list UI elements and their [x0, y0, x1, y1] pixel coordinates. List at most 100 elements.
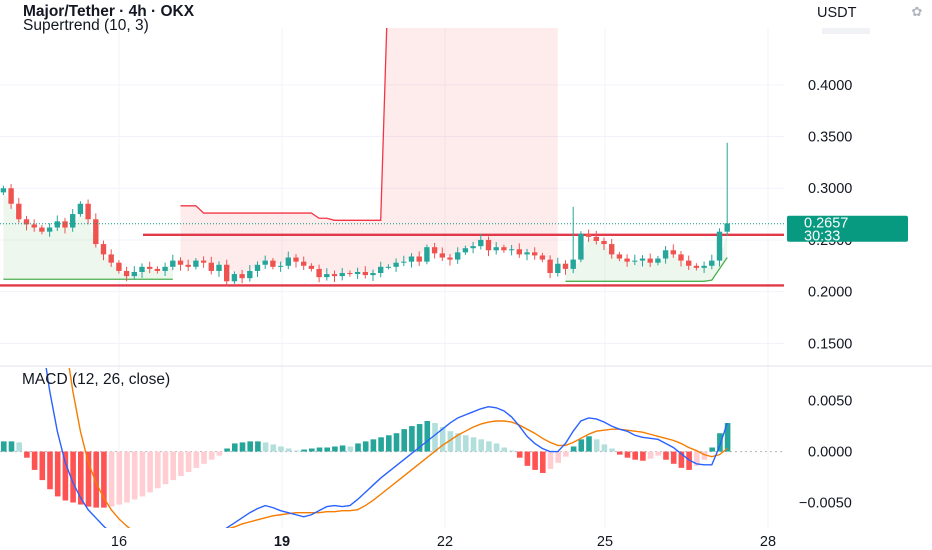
candle	[532, 247, 538, 260]
candle	[493, 242, 499, 255]
macd-histogram-bar	[486, 441, 492, 452]
candle-body	[616, 254, 623, 259]
macd-label[interactable]: MACD (12, 26, close)	[22, 371, 170, 388]
currency-label[interactable]: USDT	[817, 5, 857, 21]
candle-body	[493, 247, 499, 251]
macd-histogram-bar	[139, 451, 146, 497]
candle	[678, 251, 684, 267]
price-tick-label: 0.3000	[808, 181, 852, 197]
candle-body	[439, 253, 445, 258]
macd-histogram-bar	[578, 439, 585, 452]
macd-histogram-bar	[617, 451, 623, 455]
candle	[639, 255, 646, 267]
candle-body	[624, 258, 630, 262]
macd-histogram-bar	[532, 451, 538, 470]
candle-body	[716, 231, 723, 261]
candle	[39, 224, 45, 235]
macd-histogram-bar	[178, 451, 184, 477]
candle	[347, 270, 353, 277]
candle-body	[532, 252, 538, 256]
price-tick-label: 0.3500	[808, 130, 852, 146]
macd-histogram-bar	[255, 441, 261, 452]
candle	[585, 229, 592, 242]
candle	[601, 237, 607, 250]
candle-body	[601, 240, 607, 245]
macd-histogram-bar	[516, 451, 523, 458]
candle	[0, 185, 7, 195]
candle	[724, 142, 730, 236]
candle-body	[686, 260, 692, 266]
candle	[77, 201, 84, 217]
candles[interactable]	[0, 142, 730, 286]
macd-histogram-bar	[116, 451, 123, 505]
macd-histogram-bar	[47, 451, 53, 490]
candle-body	[262, 260, 268, 265]
candle	[154, 266, 161, 274]
candle	[177, 257, 184, 271]
candle	[670, 244, 676, 258]
time-axis[interactable]: 16 19 22 25 28	[111, 534, 776, 550]
candle-body	[31, 224, 37, 228]
candle	[324, 268, 330, 281]
candle	[301, 256, 307, 271]
candle-body	[354, 271, 361, 275]
macd-histogram-bar	[54, 451, 61, 497]
candle	[339, 267, 345, 281]
macd-lines	[45, 368, 728, 528]
candle	[46, 223, 53, 237]
candle-body	[316, 268, 322, 278]
candle-body	[385, 266, 392, 268]
supertrend-line	[180, 28, 388, 221]
macd-histogram	[1, 420, 731, 508]
macd-histogram-bar	[62, 451, 69, 501]
candle	[547, 255, 553, 279]
settings-gear-icon[interactable]: ✿	[912, 4, 923, 19]
macd-histogram-bar	[31, 451, 38, 470]
macd-histogram-bar	[85, 451, 92, 507]
candle	[147, 261, 153, 274]
macd-histogram-bar	[193, 451, 200, 468]
candle-body	[308, 265, 315, 269]
candle-body	[524, 252, 530, 255]
macd-histogram-bar	[439, 427, 446, 452]
macd-histogram-bar	[278, 446, 284, 452]
macd-histogram-bar	[593, 439, 600, 452]
candle-body	[678, 254, 684, 261]
candle-body	[670, 250, 676, 255]
macd-histogram-bar	[124, 451, 130, 503]
macd-histogram-bar	[694, 451, 700, 466]
symbol-title: Major/Tether · 4h · OKX	[23, 3, 195, 20]
macd-axis[interactable]: 0.0050 0.0000 −0.0050	[799, 394, 852, 512]
macd-histogram-bar	[570, 446, 577, 452]
candle	[408, 253, 415, 268]
macd-histogram-bar	[208, 451, 215, 460]
candle	[185, 259, 191, 272]
macd-histogram-bar	[332, 446, 338, 452]
candle-body	[416, 256, 422, 262]
candle	[539, 252, 546, 263]
macd-histogram-bar	[224, 448, 230, 452]
supertrend-label[interactable]: Supertrend (10, 3)	[23, 17, 149, 34]
candle-body	[516, 249, 522, 255]
candle-body	[393, 262, 399, 267]
candle	[254, 261, 261, 277]
candle-body	[208, 262, 214, 271]
candle-body	[701, 265, 707, 268]
candle	[439, 247, 445, 261]
candle	[401, 255, 407, 267]
candle	[378, 261, 384, 278]
candle-body	[485, 239, 492, 251]
candle	[70, 209, 76, 232]
candle	[224, 259, 230, 286]
candle-body	[408, 256, 415, 262]
macd-histogram-bar	[524, 451, 531, 466]
macd-histogram-bar	[386, 435, 392, 452]
candle-body	[162, 266, 168, 271]
macd-histogram-bar	[101, 451, 107, 508]
macd-histogram-bar	[24, 451, 30, 458]
macd-histogram-bar	[416, 424, 423, 452]
candle	[54, 215, 60, 231]
macd-histogram-bar	[347, 446, 354, 452]
